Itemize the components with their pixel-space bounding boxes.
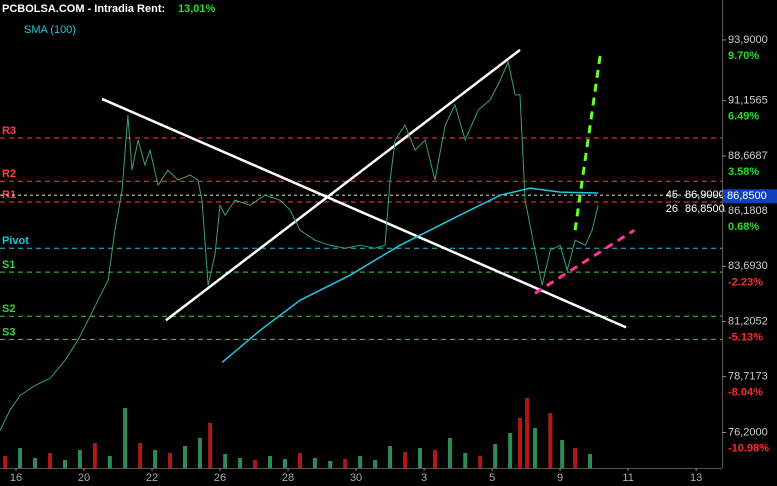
x-tick-label: 3: [421, 472, 427, 484]
plot-layer: [0, 48, 636, 431]
x-tick-label: 30: [350, 472, 362, 484]
volume-bar: [532, 428, 537, 468]
volume-bar: [525, 398, 530, 468]
volume-bar: [560, 440, 565, 468]
volume-bar: [208, 423, 213, 468]
x-tick-label: 13: [690, 472, 702, 484]
volume-bar: [153, 450, 158, 468]
volume-bar: [183, 446, 188, 468]
volume-bar: [373, 460, 378, 468]
sma-line: [221, 187, 599, 363]
y2-tick-label: 6.49%: [728, 111, 759, 123]
return-value: 13,01%: [178, 3, 216, 15]
y2-tick-label: 0.68%: [728, 221, 759, 233]
x-tick-label: 20: [78, 472, 90, 484]
x-tick-label: 9: [557, 472, 563, 484]
y-tick-label: 76,2000: [728, 426, 768, 438]
volume-bar: [588, 454, 593, 468]
volume-bar: [92, 443, 97, 468]
volume-bar: [478, 456, 483, 468]
volume-bar: [358, 456, 363, 468]
y2-tick-label: -10.98%: [728, 442, 769, 454]
pivot-label: Pivot: [2, 235, 29, 247]
volume-bar: [548, 413, 553, 468]
volume-bar: [18, 448, 23, 468]
x-tick-label: 16: [10, 472, 22, 484]
y-tick-label: 78,7173: [728, 371, 768, 383]
order-size: 26: [666, 203, 678, 215]
volume-bar: [297, 453, 302, 468]
last-price-box: [723, 189, 777, 204]
volume-bar: [268, 456, 273, 468]
volume-bar: [238, 458, 243, 468]
volume-bar: [107, 456, 112, 468]
volume-bar: [328, 461, 333, 468]
pivot-label: S3: [2, 326, 15, 338]
x-tick-label: 11: [622, 472, 633, 484]
volume-bar: [463, 453, 468, 468]
y2-tick-label: 3.58%: [728, 166, 759, 178]
volume-bar: [197, 438, 202, 468]
volume-bar: [312, 458, 317, 468]
volume-bar: [168, 453, 173, 468]
y-tick-label: 88,6687: [728, 150, 768, 162]
trend-line: [573, 54, 602, 231]
volume-bar: [62, 460, 67, 468]
trend-line: [534, 228, 636, 295]
y-tick-label: 81,2052: [728, 315, 768, 327]
x-tick-label: 5: [489, 472, 495, 484]
volume-bar: [388, 446, 393, 468]
volume-bar: [33, 458, 38, 468]
volume-bar: [493, 444, 498, 468]
x-tick-label: 28: [282, 472, 294, 484]
y2-tick-label: 9.70%: [728, 50, 759, 62]
pivot-label: S2: [2, 303, 15, 315]
price-line: [0, 60, 599, 431]
pivot-label: R1: [2, 189, 16, 201]
last-price-label: 86,8500: [727, 190, 767, 202]
volume-bar: [418, 448, 423, 468]
volume-bar: [138, 443, 143, 468]
volume-bar: [432, 450, 437, 468]
pivot-label: S1: [2, 259, 15, 271]
y-tick-label: 91,1565: [728, 95, 768, 107]
x-tick-label: 22: [146, 472, 158, 484]
volume-bar: [77, 450, 82, 468]
legend-entry: SMA (100): [24, 24, 76, 36]
volume-bar: [3, 456, 8, 468]
order-price: 86,8500: [685, 203, 725, 215]
order-size: 45: [666, 189, 678, 201]
volume-bar: [253, 460, 258, 468]
volume-bar: [573, 448, 578, 468]
y-tick-label: 93,9000: [728, 34, 768, 46]
y-tick-label: 86,1808: [728, 205, 768, 217]
volume-layer: [3, 398, 593, 468]
y2-tick-label: -5.13%: [728, 331, 763, 343]
volume-bar: [123, 408, 128, 468]
chart-title: PCBOLSA.COM - Intradia Rent:: [2, 3, 165, 15]
volume-bar: [47, 453, 52, 468]
volume-bar: [508, 433, 513, 468]
volume-bar: [403, 452, 408, 468]
y2-tick-label: -2.23%: [728, 276, 763, 288]
trend-line: [165, 48, 521, 322]
volume-bar: [223, 454, 228, 468]
axis-layer: 45 86,9000 26 86,8500 93,9000 91,1565 88,6687 8…: [10, 34, 777, 484]
y2-tick-label: -8.04%: [728, 387, 763, 399]
pivot-label: R2: [2, 168, 16, 180]
volume-bar: [517, 418, 522, 468]
pivot-label: R3: [2, 125, 16, 137]
x-tick-label: 26: [214, 472, 226, 484]
order-price: 86,9000: [685, 189, 725, 201]
volume-bar: [282, 459, 287, 468]
volume-bar: [447, 438, 452, 468]
volume-bar: [343, 459, 348, 468]
y-tick-label: 83,6930: [728, 260, 768, 272]
levels-layer: R3 R2 R1 Pivot S1 S2 S3: [0, 125, 722, 340]
